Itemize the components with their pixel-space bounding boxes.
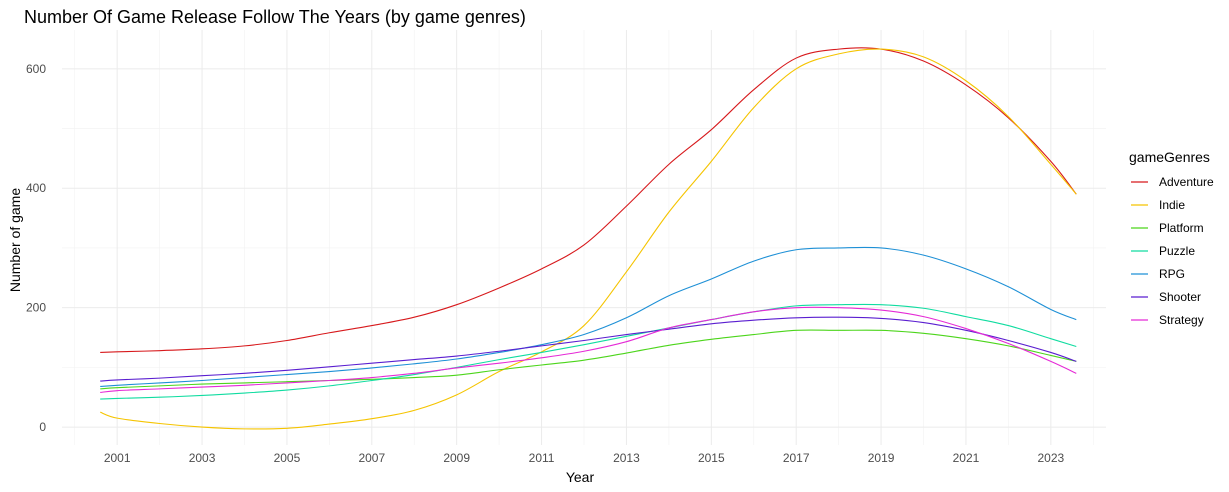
y-tick-label: 600 bbox=[26, 62, 46, 76]
x-tick-label: 2007 bbox=[358, 451, 385, 465]
x-tick-label: 2013 bbox=[613, 451, 640, 465]
series-line-puzzle bbox=[100, 303, 1077, 400]
x-tick-label: 2009 bbox=[443, 451, 470, 465]
series-line-adventure bbox=[100, 47, 1077, 353]
series-line-indie bbox=[100, 48, 1077, 430]
x-tick-label: 2015 bbox=[698, 451, 725, 465]
x-tick-label: 2017 bbox=[783, 451, 810, 465]
y-tick-label: 200 bbox=[26, 301, 46, 315]
x-tick-label: 2001 bbox=[104, 451, 131, 465]
legend-label-strategy: Strategy bbox=[1159, 313, 1204, 327]
grid-lines bbox=[62, 30, 1106, 445]
series-line-shooter bbox=[100, 316, 1077, 382]
series-line-platform bbox=[100, 329, 1077, 390]
x-tick-label: 2023 bbox=[1037, 451, 1064, 465]
x-tick-label: 2003 bbox=[189, 451, 216, 465]
series-lines bbox=[100, 47, 1077, 430]
x-tick-label: 2021 bbox=[953, 451, 980, 465]
chart-title: Number Of Game Release Follow The Years … bbox=[24, 7, 526, 27]
x-tick-label: 2011 bbox=[529, 451, 555, 465]
x-axis-label: Year bbox=[566, 469, 595, 485]
legend-label-indie: Indie bbox=[1159, 198, 1185, 212]
axis-ticks: 2001 2003 2005 2007 2009 2011 2013 2015 2017 2019… bbox=[26, 62, 1065, 465]
y-axis-label: Number of game bbox=[7, 188, 23, 292]
legend-label-adventure: Adventure bbox=[1159, 175, 1214, 189]
x-tick-label: 2005 bbox=[274, 451, 301, 465]
series-line-rpg bbox=[100, 246, 1077, 388]
legend-label-rpg: RPG bbox=[1159, 267, 1185, 281]
legend-label-platform: Platform bbox=[1159, 221, 1204, 235]
x-tick-label: 2019 bbox=[868, 451, 895, 465]
legend-label-shooter: Shooter bbox=[1159, 290, 1201, 304]
y-tick-label: 0 bbox=[39, 420, 46, 434]
legend-label-puzzle: Puzzle bbox=[1159, 244, 1195, 258]
series-line-strategy bbox=[100, 306, 1077, 393]
legend-title: gameGenres bbox=[1129, 149, 1210, 165]
legend: Adventure Indie Platform Puzzle RPG Shooter St… bbox=[1131, 175, 1214, 327]
y-tick-label: 400 bbox=[26, 181, 46, 195]
